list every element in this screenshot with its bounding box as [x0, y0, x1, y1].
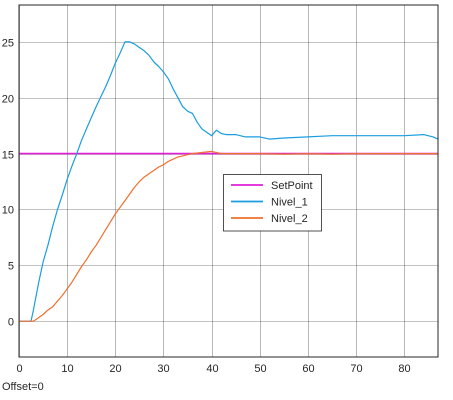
x-tick-label: 0	[16, 363, 22, 375]
offset-annotation: Offset=0	[2, 381, 44, 393]
x-tick-label: 10	[61, 363, 73, 375]
x-tick-label: 30	[157, 363, 169, 375]
y-tick-label: 10	[2, 205, 14, 217]
x-tick-label: 60	[302, 363, 314, 375]
y-tick-label: 5	[8, 261, 14, 273]
legend-entry: Nivel_2	[271, 213, 308, 225]
x-tick-label: 70	[350, 363, 362, 375]
legend-box	[223, 174, 322, 232]
x-tick-label: 40	[206, 363, 218, 375]
x-tick-label: 50	[254, 363, 266, 375]
x-axis-ticks: 0 10 20 30 40 50 60 70 80	[16, 363, 410, 375]
series-line-nivel-1	[19, 41, 439, 322]
legend: SetPoint Nivel_1 Nivel_2	[223, 174, 322, 232]
plot-frame	[18, 4, 439, 358]
legend-entry: SetPoint	[271, 180, 313, 192]
x-tick-label: 20	[109, 363, 121, 375]
y-tick-label: 20	[2, 94, 14, 106]
y-tick-label: 15	[2, 150, 14, 162]
series-group	[19, 41, 439, 322]
series-line-nivel-2	[19, 150, 438, 322]
y-tick-label: 25	[2, 38, 14, 50]
y-axis-ticks: 0 5 10 15 20 25	[2, 38, 14, 329]
legend-entry: Nivel_1	[271, 197, 308, 209]
x-tick-label: 80	[398, 363, 410, 375]
y-tick-label: 0	[8, 317, 14, 329]
